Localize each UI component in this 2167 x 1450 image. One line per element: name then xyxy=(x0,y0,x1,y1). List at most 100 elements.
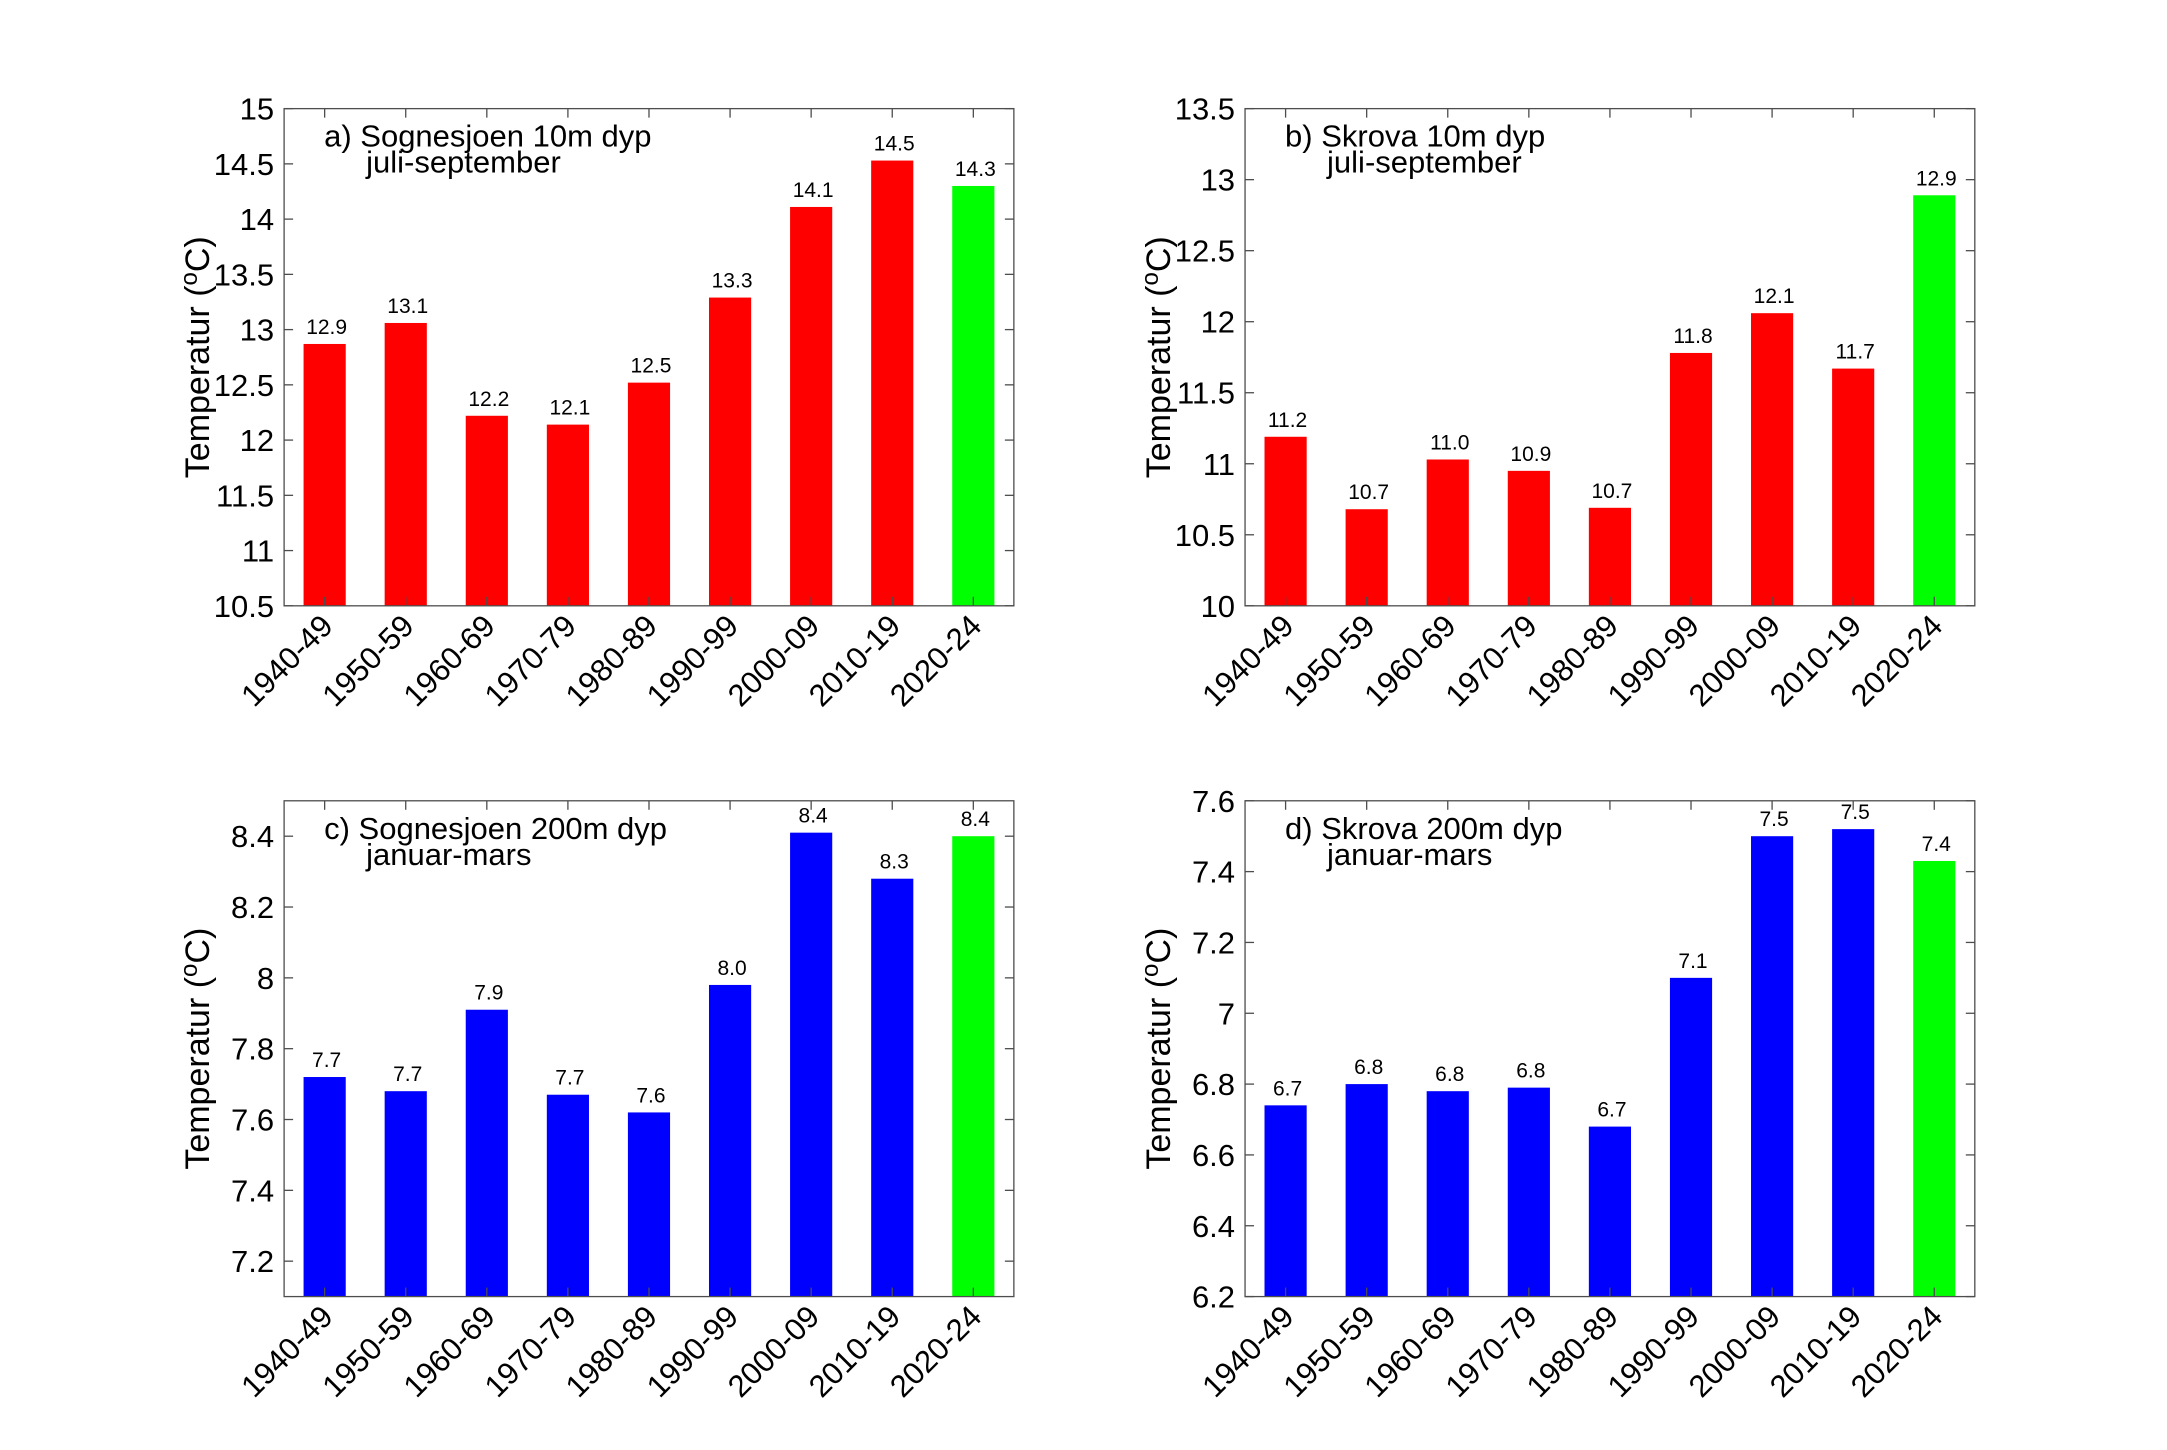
data-label: 6.8 xyxy=(1516,1060,1545,1083)
bar-1950-59 xyxy=(1345,509,1388,606)
bar-1990-99 xyxy=(708,984,752,1297)
data-label: 7.5 xyxy=(1841,801,1870,824)
y-tick-label: 10 xyxy=(1201,589,1235,624)
y-tick-label: 6.6 xyxy=(1192,1138,1235,1173)
bar-1960-69 xyxy=(1426,1091,1469,1297)
y-tick-label: 7.6 xyxy=(1192,784,1235,819)
data-label: 12.5 xyxy=(631,355,672,378)
y-tick-label: 10.5 xyxy=(214,589,274,624)
chart-c: 7.27.47.67.888.28.41940-497.71950-597.71… xyxy=(176,800,1015,1404)
bar-1940-49 xyxy=(1264,436,1307,606)
chart-subtitle: juli-september xyxy=(1326,145,1522,180)
chart-subtitle: januar-mars xyxy=(1326,837,1492,872)
y-axis-label: Temperatur (oC) xyxy=(176,236,217,478)
data-label: 7.5 xyxy=(1759,808,1788,831)
y-tick-label: 13 xyxy=(1201,163,1235,198)
data-label: 12.9 xyxy=(306,316,347,339)
bar-1980-89 xyxy=(1588,1126,1632,1297)
y-tick-label: 11 xyxy=(1203,447,1235,482)
y-tick-label: 7.4 xyxy=(231,1173,274,1208)
data-label: 11.8 xyxy=(1673,325,1712,348)
data-label: 11.2 xyxy=(1268,409,1307,432)
data-label: 6.7 xyxy=(1597,1099,1626,1122)
bar-1940-49 xyxy=(303,1077,346,1297)
y-tick-label: 12 xyxy=(1201,305,1235,340)
data-label: 7.7 xyxy=(393,1063,422,1086)
chart-subtitle: juli-september xyxy=(365,145,561,180)
chart-title: c) Sognesjoen 200m dyp xyxy=(324,811,667,846)
y-tick-label: 12 xyxy=(240,423,274,458)
chart-a: 10.51111.51212.51313.51414.5151940-4912.… xyxy=(176,92,1015,713)
y-tick-label: 12.5 xyxy=(214,368,274,403)
y-tick-label: 7.2 xyxy=(1192,925,1235,960)
y-tick-label: 8 xyxy=(257,961,274,996)
bar-2020-24 xyxy=(952,185,995,606)
bar-1950-59 xyxy=(384,322,427,606)
data-label: 10.9 xyxy=(1510,443,1551,466)
data-label: 8.4 xyxy=(961,808,991,831)
y-axis-label: Temperatur (oC) xyxy=(176,928,217,1170)
bar-2000-09 xyxy=(790,832,833,1297)
x-tick-label: 2020-24 xyxy=(1844,1299,1949,1404)
y-tick-label: 7.6 xyxy=(231,1103,274,1138)
data-label: 12.1 xyxy=(1754,285,1795,308)
data-label: 7.7 xyxy=(312,1049,341,1072)
y-tick-label: 13.5 xyxy=(214,257,274,292)
data-label: 8.0 xyxy=(717,957,746,980)
y-tick-label: 7.2 xyxy=(231,1244,274,1279)
bar-1960-69 xyxy=(465,1009,508,1297)
data-label: 7.6 xyxy=(636,1084,665,1107)
data-label: 6.7 xyxy=(1273,1077,1302,1100)
data-label: 7.9 xyxy=(474,982,503,1005)
y-tick-label: 11 xyxy=(242,534,274,569)
bar-2010-19 xyxy=(871,878,914,1297)
data-label: 12.2 xyxy=(468,388,509,411)
y-tick-label: 14 xyxy=(240,202,274,237)
bar-2010-19 xyxy=(871,160,914,606)
y-tick-label: 13 xyxy=(240,313,274,348)
bar-2000-09 xyxy=(790,206,833,606)
bar-1960-69 xyxy=(1426,459,1469,606)
y-axis-label: Temperatur (oC) xyxy=(1137,928,1178,1170)
data-label: 14.1 xyxy=(793,179,834,202)
bar-1970-79 xyxy=(1507,1087,1550,1297)
bar-1950-59 xyxy=(384,1091,427,1297)
x-tick-label: 2020-24 xyxy=(883,608,988,713)
y-tick-label: 15 xyxy=(240,92,274,127)
bar-1990-99 xyxy=(708,297,752,606)
y-tick-label: 7 xyxy=(1218,996,1235,1031)
bar-1990-99 xyxy=(1669,352,1713,606)
y-tick-label: 8.4 xyxy=(231,819,274,854)
data-label: 6.8 xyxy=(1435,1063,1464,1086)
y-tick-label: 12.5 xyxy=(1175,234,1235,269)
bar-2020-24 xyxy=(1913,860,1956,1297)
y-tick-label: 11.5 xyxy=(216,478,274,513)
y-tick-label: 14.5 xyxy=(214,147,274,182)
bar-2000-09 xyxy=(1751,836,1794,1297)
y-tick-label: 7.4 xyxy=(1192,855,1235,890)
y-tick-label: 13.5 xyxy=(1175,92,1235,127)
chart-subtitle: januar-mars xyxy=(365,837,531,872)
y-tick-label: 10.5 xyxy=(1175,518,1235,553)
bar-1940-49 xyxy=(303,343,346,606)
bar-2020-24 xyxy=(1913,195,1956,606)
data-label: 10.7 xyxy=(1591,480,1632,503)
bar-2010-19 xyxy=(1832,368,1875,606)
data-label: 7.7 xyxy=(555,1067,584,1090)
y-tick-label: 6.4 xyxy=(1192,1209,1235,1244)
chart-title: d) Skrova 200m dyp xyxy=(1285,811,1562,846)
data-label: 10.7 xyxy=(1348,481,1389,504)
x-tick-label: 2020-24 xyxy=(883,1299,988,1404)
x-tick-label: 2020-24 xyxy=(1844,608,1949,713)
data-label: 12.9 xyxy=(1916,167,1957,190)
bar-2020-24 xyxy=(952,836,995,1297)
data-label: 8.3 xyxy=(880,851,909,874)
bar-1940-49 xyxy=(1264,1105,1307,1297)
y-tick-label: 7.8 xyxy=(231,1032,274,1067)
bar-1980-89 xyxy=(627,1112,671,1297)
bar-1970-79 xyxy=(546,1094,589,1297)
bar-1990-99 xyxy=(1669,977,1713,1297)
bar-1960-69 xyxy=(465,415,508,606)
y-axis-label: Temperatur (oC) xyxy=(1137,236,1178,478)
